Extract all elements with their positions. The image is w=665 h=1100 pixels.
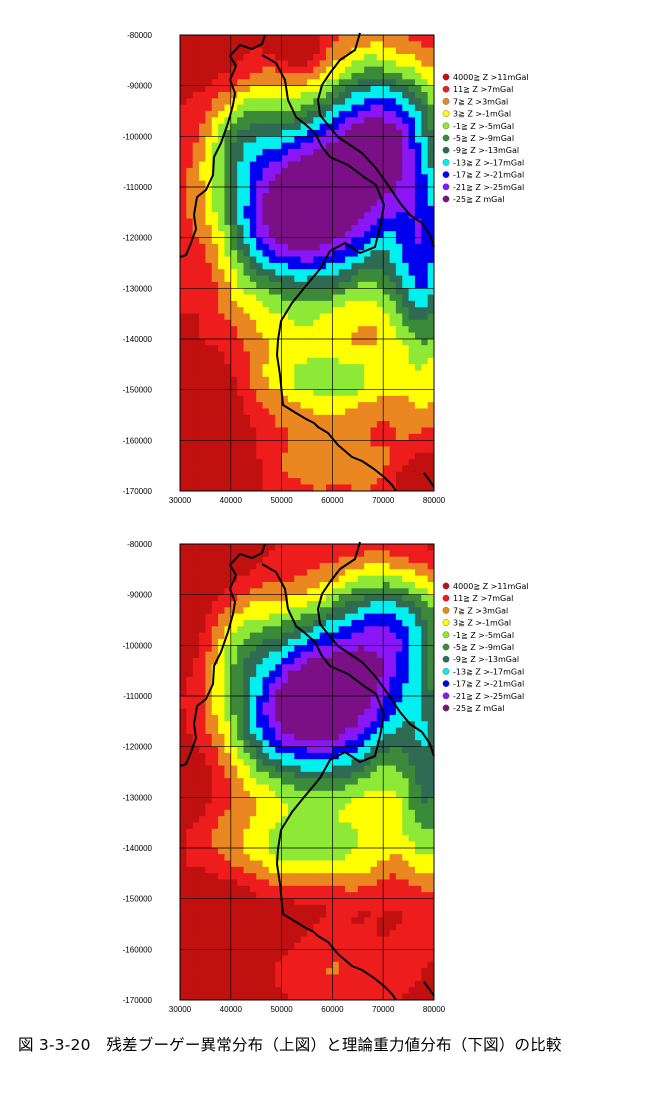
x-tick-label: 40000 [220, 496, 243, 505]
residual-bouguer-anomaly-map-cells [180, 35, 434, 491]
y-tick-label: -150000 [123, 386, 153, 395]
legend-label: -5≧ Z >-9mGal [453, 134, 514, 143]
legend-swatch [442, 146, 450, 154]
legend-label: 7≧ Z >3mGal [453, 97, 508, 106]
y-tick-label: -100000 [123, 641, 153, 650]
legend: 4000≧ Z >11mGal 11≧ Z >7mGal 7≧ Z >3mGal 3≧… [442, 73, 529, 204]
legend: 4000≧ Z >11mGal 11≧ Z >7mGal 7≧ Z >3mGal 3≧… [442, 582, 529, 713]
legend-swatch [442, 73, 450, 81]
figure-caption: 図 3-3-20 残差ブーゲー異常分布（上図）と理論重力値分布（下図）の比較 [18, 1036, 562, 1054]
legend-swatch [442, 85, 450, 93]
x-tick-label: 50000 [270, 496, 293, 505]
legend-label: -1≧ Z >-5mGal [453, 631, 514, 640]
coastline-1 [179, 543, 397, 1001]
legend-swatch [442, 171, 450, 179]
y-tick-label: -130000 [123, 793, 153, 802]
legend-swatch [442, 594, 450, 602]
x-tick-label: 50000 [270, 1005, 293, 1014]
y-tick-label: -170000 [123, 996, 153, 1005]
y-tick-label: -160000 [123, 945, 153, 954]
x-tick-label: 70000 [372, 496, 395, 505]
legend-label: -9≧ Z >-13mGal [453, 146, 519, 155]
legend-label: -21≧ Z >-25mGal [453, 692, 524, 701]
legend-swatch [442, 607, 450, 614]
y-tick-label: -150000 [123, 895, 153, 904]
coastline-1 [179, 34, 397, 492]
legend-swatch [442, 134, 450, 142]
legend-label: -5≧ Z >-9mGal [453, 643, 514, 652]
legend-label: 11≧ Z >7mGal [453, 85, 513, 94]
legend-label: 4000≧ Z >11mGal [453, 73, 529, 82]
y-tick-label: -110000 [123, 183, 152, 192]
coastline-3 [423, 472, 435, 488]
legend-label: 3≧ Z >-1mGal [453, 110, 511, 119]
legend-swatch [442, 692, 450, 700]
legend-label: -21≧ Z >-25mGal [453, 183, 524, 192]
x-tick-label: 80000 [423, 1005, 446, 1014]
legend-label: -9≧ Z >-13mGal [453, 655, 519, 664]
legend-label: 7≧ Z >3mGal [453, 606, 508, 615]
legend-label: -25≧ Z mGal [453, 704, 504, 713]
x-tick-label: 60000 [321, 496, 344, 505]
legend-swatch [442, 122, 450, 130]
legend-label: 3≧ Z >-1mGal [453, 619, 511, 628]
legend-swatch [442, 631, 450, 639]
legend-swatch [442, 98, 450, 105]
legend-swatch [442, 110, 450, 118]
legend-swatch [442, 704, 450, 712]
coastline-2 [317, 32, 435, 248]
x-tick-label: 70000 [372, 1005, 395, 1014]
legend-swatch [442, 619, 450, 627]
legend-label: -17≧ Z >-21mGal [453, 171, 524, 180]
y-tick-label: -80000 [127, 540, 152, 549]
y-tick-label: -170000 [123, 487, 153, 496]
x-tick-label: 80000 [423, 496, 446, 505]
y-tick-label: -100000 [123, 132, 153, 141]
legend-swatch [442, 195, 450, 203]
y-tick-label: -140000 [123, 844, 153, 853]
x-tick-label: 40000 [220, 1005, 243, 1014]
y-tick-label: -140000 [123, 335, 153, 344]
coastline-3 [423, 981, 435, 997]
legend-swatch [442, 183, 450, 191]
x-tick-label: 60000 [321, 1005, 344, 1014]
y-tick-label: -120000 [123, 743, 153, 752]
legend-swatch [442, 158, 450, 166]
theoretical-gravity-map-cells [180, 544, 434, 1000]
legend-label: 4000≧ Z >11mGal [453, 582, 529, 591]
x-tick-label: 30000 [169, 1005, 192, 1014]
legend-label: -13≧ Z >-17mGal [453, 158, 524, 167]
legend-swatch [442, 667, 450, 675]
legend-label: -25≧ Z mGal [453, 195, 504, 204]
legend-label: -1≧ Z >-5mGal [453, 122, 514, 131]
legend-label: -17≧ Z >-21mGal [453, 680, 524, 689]
legend-swatch [442, 680, 450, 688]
legend-label: -13≧ Z >-17mGal [453, 667, 524, 676]
y-tick-label: -90000 [127, 591, 152, 600]
y-tick-label: -120000 [123, 234, 153, 243]
coastline-2 [317, 541, 435, 757]
x-tick-label: 30000 [169, 496, 192, 505]
map-frame [179, 34, 435, 492]
legend-swatch [442, 582, 450, 590]
legend-swatch [442, 655, 450, 663]
y-tick-label: -80000 [127, 31, 152, 40]
legend-swatch [442, 643, 450, 651]
y-tick-label: -90000 [127, 82, 152, 91]
map-bottom: -80000 -90000 -100000 -110000 -120000 -130000… [123, 540, 529, 1014]
y-tick-label: -160000 [123, 436, 153, 445]
map-top: -80000 -90000 -100000 -110000 -120000 -130000… [123, 31, 529, 505]
y-tick-label: -110000 [123, 692, 152, 701]
y-tick-label: -130000 [123, 284, 153, 293]
legend-label: 11≧ Z >7mGal [453, 594, 513, 603]
map-frame [179, 543, 435, 1001]
